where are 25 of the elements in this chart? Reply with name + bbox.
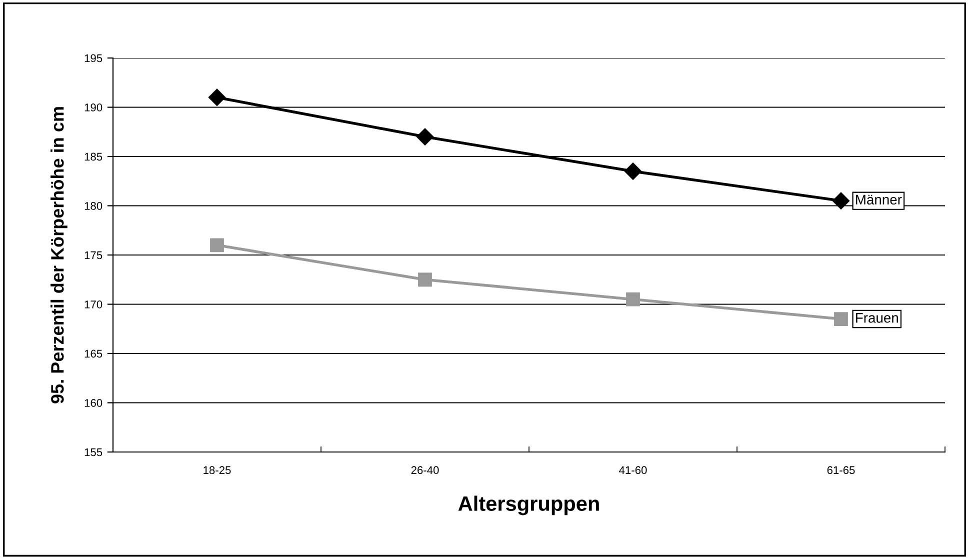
point bbox=[832, 192, 850, 210]
x-tick-label: 26-40 bbox=[411, 466, 439, 474]
y-tick-label: 155 bbox=[84, 448, 102, 456]
point bbox=[208, 88, 226, 106]
x-tick-label: 61-65 bbox=[827, 466, 855, 474]
y-tick-label: 190 bbox=[84, 104, 102, 112]
series-label: Männer bbox=[856, 194, 902, 205]
y-tick-label: 160 bbox=[84, 399, 102, 407]
y-tick-label: 195 bbox=[84, 54, 102, 62]
y-tick-label: 185 bbox=[84, 152, 102, 161]
x-axis-title: Altersgruppen bbox=[458, 496, 599, 516]
x-tick-label: 41-60 bbox=[619, 466, 647, 474]
x-tick-label: 18-25 bbox=[204, 466, 231, 474]
point bbox=[626, 292, 640, 306]
y-tick-label: 180 bbox=[84, 202, 102, 210]
point bbox=[418, 272, 432, 287]
point bbox=[210, 238, 224, 252]
y-tick-label: 170 bbox=[84, 300, 102, 308]
y-tick-label: 165 bbox=[84, 350, 102, 358]
series-label: Frauen bbox=[856, 313, 898, 323]
point bbox=[416, 128, 434, 146]
point bbox=[624, 162, 642, 180]
y-axis-title: 95. Perzentil der Körperhöhe in cm bbox=[50, 107, 68, 404]
y-tick-label: 175 bbox=[84, 251, 102, 260]
point bbox=[834, 312, 848, 326]
